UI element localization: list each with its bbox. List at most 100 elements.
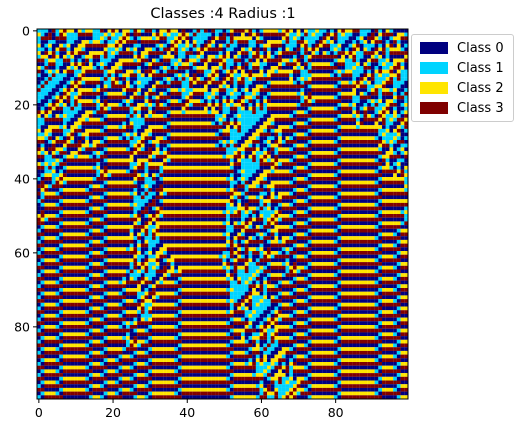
heatmap-cell — [229, 188, 234, 192]
heatmap-cell — [96, 106, 101, 111]
heatmap-cell — [37, 191, 41, 196]
heatmap-cell — [114, 106, 119, 111]
heatmap-cell — [203, 73, 208, 78]
heatmap-cell — [237, 202, 242, 207]
heatmap-cell — [292, 143, 297, 148]
heatmap-cell — [289, 62, 294, 67]
heatmap-cell — [400, 73, 405, 78]
heatmap-cell — [285, 154, 290, 159]
heatmap-cell — [192, 36, 197, 41]
heatmap-cell — [248, 54, 253, 59]
heatmap-cell — [300, 62, 305, 67]
heatmap-cell — [163, 43, 167, 48]
heatmap-cell — [103, 173, 108, 178]
heatmap-cell — [48, 69, 52, 74]
heatmap-cell — [367, 114, 371, 118]
heatmap-cell — [177, 147, 182, 152]
heatmap-cell — [133, 95, 138, 100]
heatmap-cell — [144, 43, 149, 48]
heatmap-cell — [103, 88, 108, 92]
heatmap-cell — [356, 62, 360, 67]
heatmap-cell — [148, 114, 153, 118]
heatmap-cell — [66, 36, 71, 41]
heatmap-cell — [133, 132, 138, 137]
heatmap-cell — [404, 206, 409, 211]
heatmap-cell — [211, 58, 216, 63]
heatmap-cell — [396, 154, 401, 159]
heatmap-cell — [148, 180, 153, 185]
heatmap-cell — [81, 147, 86, 152]
heatmap-cell — [404, 66, 409, 70]
heatmap-cell — [348, 77, 353, 81]
heatmap-cell — [315, 40, 320, 44]
heatmap-cell — [378, 147, 383, 152]
heatmap-cell — [163, 180, 167, 185]
heatmap-cell — [367, 177, 371, 181]
heatmap-cell — [318, 69, 323, 74]
heatmap-cell — [326, 103, 331, 107]
heatmap-cell — [404, 140, 409, 144]
heatmap-cell — [152, 58, 156, 63]
heatmap-cell — [330, 43, 334, 48]
heatmap-cell — [189, 128, 193, 133]
heatmap-cell — [100, 106, 104, 111]
heatmap-cell — [252, 62, 256, 67]
heatmap-cell — [203, 191, 208, 196]
heatmap-cell — [322, 191, 327, 196]
heatmap-cell — [311, 158, 316, 163]
heatmap-cell — [100, 91, 104, 96]
heatmap-cell — [92, 180, 97, 185]
heatmap-cell — [66, 106, 71, 111]
heatmap-cell — [144, 206, 149, 211]
heatmap-cell — [118, 54, 123, 59]
heatmap-cell — [189, 184, 193, 189]
heatmap-cell — [211, 169, 216, 174]
heatmap-cell — [289, 158, 294, 163]
heatmap-cell — [292, 47, 297, 52]
heatmap-cell — [48, 162, 52, 166]
heatmap-cell — [118, 206, 123, 211]
heatmap-cell — [244, 188, 249, 192]
heatmap-cell — [159, 151, 164, 155]
heatmap-cell — [37, 91, 41, 96]
heatmap-cell — [337, 140, 342, 144]
heatmap-cell — [344, 43, 349, 48]
heatmap-cell — [155, 58, 160, 63]
heatmap-cell — [62, 88, 67, 92]
heatmap-cell — [352, 54, 357, 59]
heatmap-cell — [281, 158, 286, 163]
heatmap-cell — [307, 47, 312, 52]
heatmap-cell — [389, 66, 394, 70]
heatmap-cell — [315, 91, 320, 96]
heatmap-cell — [315, 162, 320, 166]
heatmap-cell — [237, 117, 242, 122]
heatmap-cell — [62, 62, 67, 67]
heatmap-cell — [218, 140, 223, 144]
heatmap-cell — [252, 36, 256, 41]
heatmap-cell — [382, 77, 386, 81]
heatmap-cell — [170, 117, 175, 122]
heatmap-cell — [55, 151, 60, 155]
heatmap-cell — [103, 210, 108, 215]
heatmap-cell — [59, 195, 64, 200]
heatmap-cell — [218, 128, 223, 133]
heatmap-cell — [259, 29, 264, 33]
heatmap-cell — [70, 32, 75, 37]
heatmap-cell — [352, 51, 357, 55]
heatmap-cell — [96, 140, 101, 144]
heatmap-cell — [211, 29, 216, 33]
heatmap-cell — [85, 143, 89, 148]
heatmap-cell — [152, 80, 156, 85]
heatmap-cell — [55, 32, 60, 37]
heatmap-cell — [203, 103, 208, 107]
heatmap-cell — [155, 165, 160, 170]
heatmap-cell — [389, 195, 394, 200]
heatmap-cell — [185, 103, 190, 107]
heatmap-cell — [211, 195, 216, 200]
heatmap-cell — [285, 43, 290, 48]
heatmap-cell — [344, 132, 349, 137]
heatmap-cell — [348, 132, 353, 137]
heatmap-cell — [133, 177, 138, 181]
heatmap-cell — [215, 88, 219, 92]
heatmap-cell — [55, 132, 60, 137]
